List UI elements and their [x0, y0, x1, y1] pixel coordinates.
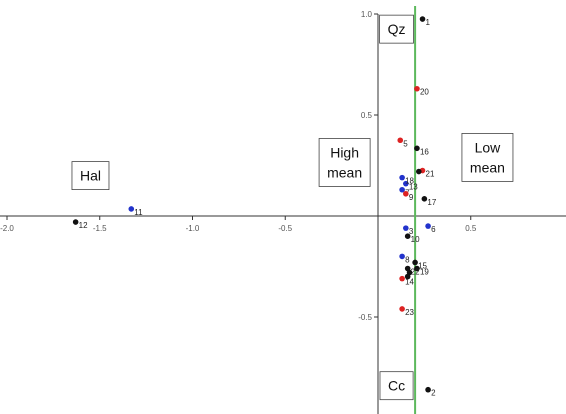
data-point: 2: [425, 386, 436, 398]
data-point: 1: [419, 16, 431, 27]
data-point: 11: [128, 206, 143, 217]
region-box: [379, 371, 414, 401]
region-text: Qz: [388, 21, 406, 37]
data-point: 12: [72, 219, 88, 230]
region-text: Low: [475, 139, 502, 155]
point-label: 12: [79, 221, 88, 230]
point-label: 15: [418, 261, 427, 270]
data-point: 15: [412, 259, 428, 270]
point-label: 22: [411, 268, 420, 277]
region-text: mean: [470, 159, 505, 175]
data-point: 9: [403, 190, 414, 202]
region-box: [461, 133, 514, 182]
region-label-box: High mean: [318, 138, 371, 187]
data-point: 3: [403, 225, 414, 236]
y-tick-label: -0.5: [358, 313, 372, 322]
region-box: [379, 14, 414, 44]
point-label: 5: [403, 139, 408, 148]
region-text: Cc: [388, 378, 405, 394]
point-marker: [414, 265, 420, 272]
region-label-box: Qz: [379, 14, 414, 44]
point-label: 3: [409, 227, 414, 236]
point-marker: [414, 145, 420, 152]
point-label: 9: [409, 193, 414, 202]
x-tick-label: -1.5: [93, 224, 107, 233]
data-point: 17: [421, 196, 437, 207]
point-marker: [399, 253, 405, 260]
region-text: mean: [327, 164, 362, 180]
point-label: 8: [405, 255, 410, 264]
point-label: 10: [411, 235, 420, 244]
point-label: 16: [420, 147, 429, 156]
data-point: 14: [399, 275, 415, 287]
point-marker: [399, 186, 405, 193]
data-point: 8: [399, 253, 410, 264]
point-label: 19: [420, 268, 429, 277]
region-text: Hal: [80, 168, 101, 184]
point-marker: [425, 386, 431, 393]
point-marker: [421, 196, 428, 202]
point-marker: [403, 190, 409, 197]
data-point: 13: [403, 180, 418, 192]
point-label: 1: [426, 18, 431, 27]
point-marker: [404, 273, 411, 280]
data-point: 23: [399, 306, 415, 317]
point-marker: [399, 275, 405, 282]
point-marker: [404, 233, 411, 239]
region-box: [318, 138, 371, 187]
region-label-box: Low mean: [461, 133, 514, 182]
axes: -2.0 -1.5 -1.0 -0.5 0.5 1.0 0.5 -0.5: [0, 6, 566, 414]
data-point: 5: [397, 137, 408, 148]
point-marker: [399, 306, 405, 312]
data-points: 123567891011121314151617181920212223: [72, 16, 437, 398]
point-label: 6: [431, 225, 436, 234]
region-label-box: Cc: [379, 371, 414, 401]
data-point: 18: [399, 174, 415, 186]
point-marker: [412, 259, 418, 266]
point-marker: [72, 219, 79, 225]
data-point: 19: [414, 265, 429, 277]
point-label: 23: [405, 308, 414, 317]
point-marker: [416, 168, 422, 175]
point-label: 11: [134, 208, 143, 217]
y-tick-label: 0.5: [361, 111, 373, 120]
point-label: 20: [420, 88, 429, 97]
point-label: 18: [405, 177, 414, 186]
region-box: [71, 161, 110, 191]
data-point: [404, 273, 411, 280]
data-point: 10: [404, 233, 420, 244]
point-marker: [397, 137, 404, 144]
region-label-box: Hal: [71, 161, 110, 191]
data-point: [416, 168, 422, 175]
data-point: 16: [414, 145, 429, 156]
data-point: 6: [425, 223, 436, 234]
y-tick-label: 1.0: [361, 10, 373, 19]
point-marker: [403, 180, 409, 187]
data-point: 20: [414, 85, 429, 97]
point-marker: [399, 174, 405, 181]
point-marker: [419, 16, 426, 22]
data-point: 21: [419, 167, 435, 179]
region-labels: Qz High mean Low mean Hal Cc: [71, 14, 514, 401]
point-marker: [425, 223, 431, 229]
x-tick-label: -1.0: [186, 224, 200, 233]
x-tick-label: 0.5: [465, 224, 477, 233]
x-tick-label: -2.0: [0, 224, 14, 233]
x-tick-label: -0.5: [278, 224, 292, 233]
region-text: High: [330, 144, 359, 160]
point-label: 21: [426, 170, 435, 179]
point-label: 17: [427, 198, 436, 207]
point-label: 2: [431, 389, 436, 398]
point-label: 14: [405, 278, 414, 287]
point-label: 13: [409, 183, 418, 192]
point-marker: [414, 85, 420, 92]
point-marker: [403, 225, 409, 231]
point-marker: [128, 206, 135, 212]
